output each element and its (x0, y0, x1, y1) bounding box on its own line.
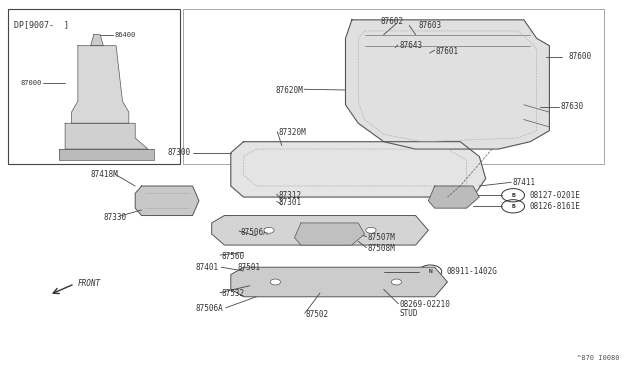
Text: 08127-0201E: 08127-0201E (529, 191, 580, 200)
Text: 08269-02210: 08269-02210 (399, 300, 451, 310)
Text: 87630: 87630 (560, 102, 583, 111)
Text: 87643: 87643 (399, 41, 423, 50)
Text: 87603: 87603 (419, 21, 442, 30)
Text: 08911-1402G: 08911-1402G (446, 267, 497, 276)
Text: 87301: 87301 (278, 198, 301, 207)
Circle shape (392, 279, 401, 285)
Text: 87532: 87532 (221, 289, 244, 298)
Polygon shape (72, 46, 129, 123)
Text: 87601: 87601 (436, 47, 459, 56)
Polygon shape (135, 186, 199, 215)
Polygon shape (294, 223, 365, 245)
Polygon shape (231, 142, 486, 197)
Text: 87501: 87501 (237, 263, 260, 272)
Text: 87312: 87312 (278, 191, 301, 200)
Text: FRONT: FRONT (78, 279, 101, 288)
Polygon shape (91, 35, 103, 46)
Text: 87320M: 87320M (278, 128, 307, 137)
Text: 87000: 87000 (20, 80, 42, 86)
Text: 87620M: 87620M (275, 86, 303, 94)
Circle shape (264, 227, 274, 233)
Polygon shape (231, 267, 447, 297)
Text: 86400: 86400 (114, 32, 136, 38)
Polygon shape (65, 123, 148, 149)
Circle shape (270, 279, 280, 285)
Bar (8, 9, 180, 164)
Text: 87602: 87602 (381, 17, 404, 26)
Polygon shape (428, 186, 479, 208)
Text: B: B (511, 204, 515, 209)
Text: 87506A: 87506A (196, 304, 223, 313)
Text: 87411: 87411 (513, 178, 536, 187)
Text: 87300: 87300 (167, 148, 190, 157)
Text: 87330: 87330 (103, 213, 127, 222)
Bar (183, 9, 604, 164)
Text: STUD: STUD (399, 309, 418, 318)
Text: ^870 I0080: ^870 I0080 (577, 355, 620, 361)
Text: B: B (511, 193, 515, 198)
Text: 87560: 87560 (221, 251, 244, 261)
Text: 87502: 87502 (306, 310, 329, 319)
Text: N: N (428, 269, 432, 274)
Polygon shape (59, 149, 154, 160)
Text: 87418M: 87418M (91, 170, 118, 179)
Polygon shape (346, 20, 549, 149)
Text: 87506A: 87506A (241, 228, 268, 237)
Text: 87507M: 87507M (368, 233, 396, 242)
Polygon shape (212, 215, 428, 245)
Text: 08126-8161E: 08126-8161E (529, 202, 580, 211)
Circle shape (366, 227, 376, 233)
Text: DP[9007-  ]: DP[9007- ] (14, 20, 69, 29)
Text: 87600: 87600 (568, 52, 591, 61)
Text: 87401: 87401 (196, 263, 219, 272)
Text: 87508M: 87508M (368, 244, 396, 253)
